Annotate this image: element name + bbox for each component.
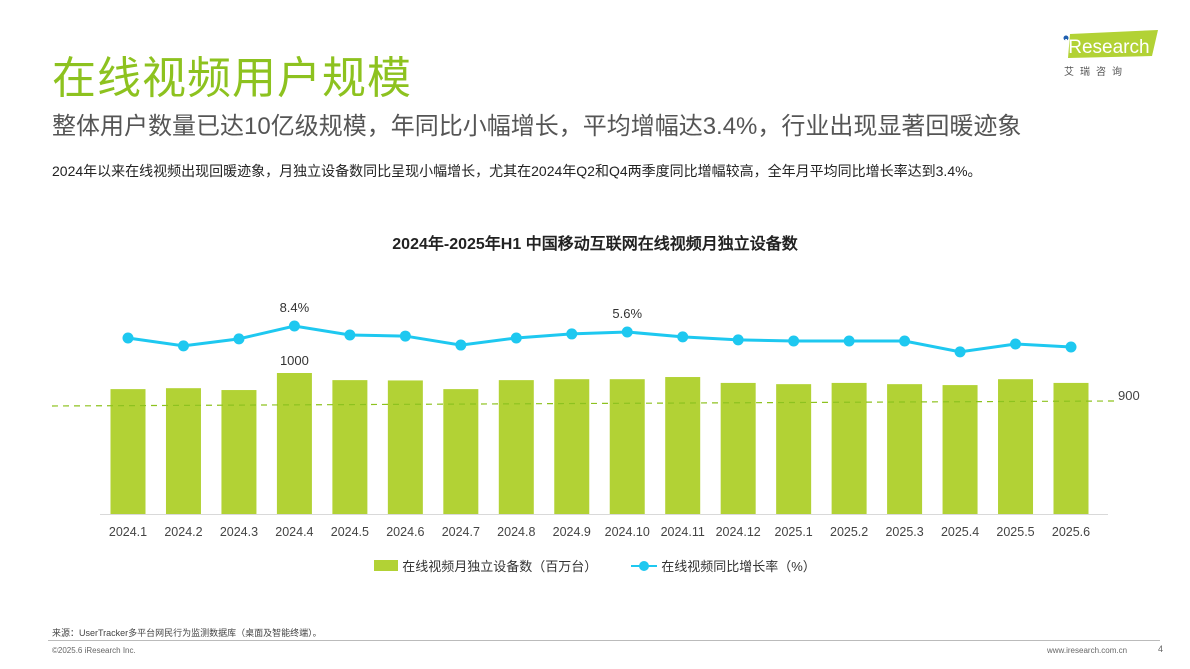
bar-2024.7 xyxy=(443,389,479,514)
bar-2024.8 xyxy=(498,380,534,514)
bar-2024.2 xyxy=(165,388,201,514)
x-tick-label: 2024.4 xyxy=(275,525,313,539)
growth-point-2025.5 xyxy=(1010,338,1022,350)
x-tick-label: 2024.2 xyxy=(164,525,202,539)
page-description: 2024年以来在线视频出现回暖迹象，月独立设备数同比呈现小幅增长，尤其在2024… xyxy=(52,163,982,179)
x-tick-label: 2025.4 xyxy=(941,525,979,539)
growth-point-2024.9 xyxy=(566,328,578,340)
bar-2025.3 xyxy=(887,384,923,514)
data-label-2024.10: 5.6% xyxy=(612,306,642,321)
growth-point-2025.3 xyxy=(899,335,911,347)
svg-text:iResearch: iResearch xyxy=(1064,37,1150,58)
bar-2024.4 xyxy=(276,373,312,514)
legend-item-devices: 在线视频月独立设备数（百万台） xyxy=(374,556,597,575)
legend-bar-swatch xyxy=(374,560,399,571)
x-tick-label: 2024.11 xyxy=(661,525,705,539)
chart-legend: 在线视频月独立设备数（百万台） 在线视频同比增长率（%） xyxy=(0,556,1190,575)
bar-2024.12 xyxy=(720,382,756,514)
data-label-2024.4: 1000 xyxy=(280,353,309,368)
bar-2025.4 xyxy=(942,385,978,514)
growth-point-2024.5 xyxy=(344,329,356,341)
growth-point-2024.7 xyxy=(455,339,467,351)
bar-2024.3 xyxy=(221,390,257,514)
bar-2024.11 xyxy=(665,377,701,514)
reference-line-900 xyxy=(51,400,1116,407)
growth-point-2024.6 xyxy=(399,330,411,342)
bar-2024.10 xyxy=(609,379,645,514)
growth-point-2024.10 xyxy=(621,326,633,338)
bar-2024.1 xyxy=(110,389,146,514)
bar-2024.5 xyxy=(332,380,368,514)
growth-point-2024.2 xyxy=(177,340,189,352)
growth-point-2025.4 xyxy=(954,346,966,358)
x-tick-label: 2025.2 xyxy=(830,525,868,539)
x-tick-label: 2024.8 xyxy=(497,525,535,539)
reference-line-label: 900 xyxy=(1118,388,1140,403)
growth-point-2024.1 xyxy=(122,332,134,344)
x-tick-label: 2025.1 xyxy=(775,525,813,539)
x-tick-label: 2024.12 xyxy=(716,525,761,539)
x-tick-label: 2024.5 xyxy=(331,525,369,539)
growth-point-2025.2 xyxy=(843,335,855,347)
growth-point-2024.8 xyxy=(510,332,522,344)
chart-plot: 900 1000 8.4% 5.6% 2024.1 2024.2 2024.3 2024.4 2… xyxy=(51,300,1140,539)
copyright: ©2025.6 iResearch Inc. xyxy=(52,646,136,655)
chart-title: 2024年-2025年H1 中国移动互联网在线视频月独立设备数 xyxy=(392,236,798,253)
bar-2025.2 xyxy=(831,382,867,514)
legend-item-growth: 在线视频同比增长率（%） xyxy=(631,556,816,575)
legend-line-swatch xyxy=(631,560,658,572)
x-tick-label: 2025.6 xyxy=(1052,525,1090,539)
x-tick-label: 2025.5 xyxy=(996,525,1034,539)
source-note: 来源：UserTracker多平台网民行为监测数据库（桌面及智能终端）。 xyxy=(52,628,322,638)
bar-2024.6 xyxy=(387,380,423,514)
x-tick-label: 2024.1 xyxy=(109,525,147,539)
footer-divider xyxy=(48,640,1160,641)
growth-point-2025.6 xyxy=(1065,341,1077,353)
legend-label-devices: 在线视频月独立设备数（百万台） xyxy=(402,559,598,574)
page-subtitle: 整体用户数量已达10亿级规模，年同比小幅增长，平均增幅达3.4%，行业出现显著回… xyxy=(52,113,1022,140)
growth-point-2025.1 xyxy=(788,335,800,347)
x-tick-label: 2024.6 xyxy=(386,525,424,539)
data-label-2024.4: 8.4% xyxy=(280,300,310,315)
bar-2025.5 xyxy=(998,379,1034,514)
page-number: 4 xyxy=(1158,644,1164,654)
website-link[interactable]: www.iresearch.com.cn xyxy=(1047,646,1128,655)
growth-point-2024.3 xyxy=(233,333,245,345)
x-tick-label: 2025.3 xyxy=(885,525,923,539)
growth-point-2024.4 xyxy=(288,320,300,332)
bar-2025.1 xyxy=(776,384,812,514)
x-tick-label: 2024.9 xyxy=(553,525,591,539)
growth-rate-line xyxy=(127,324,1072,354)
iresearch-logo: iResearch 艾瑞咨询 xyxy=(1062,30,1162,82)
growth-point-2024.12 xyxy=(732,334,744,346)
legend-label-growth: 在线视频同比增长率（%） xyxy=(661,559,816,574)
bar-2024.9 xyxy=(554,379,590,514)
bar-2025.6 xyxy=(1053,382,1089,514)
x-tick-label: 2024.10 xyxy=(605,525,650,539)
page-title: 在线视频用户规模 xyxy=(52,54,412,103)
growth-point-2024.11 xyxy=(677,331,689,343)
svg-text:艾瑞咨询: 艾瑞咨询 xyxy=(1064,65,1128,78)
x-tick-label: 2024.7 xyxy=(442,525,480,539)
x-tick-label: 2024.3 xyxy=(220,525,258,539)
